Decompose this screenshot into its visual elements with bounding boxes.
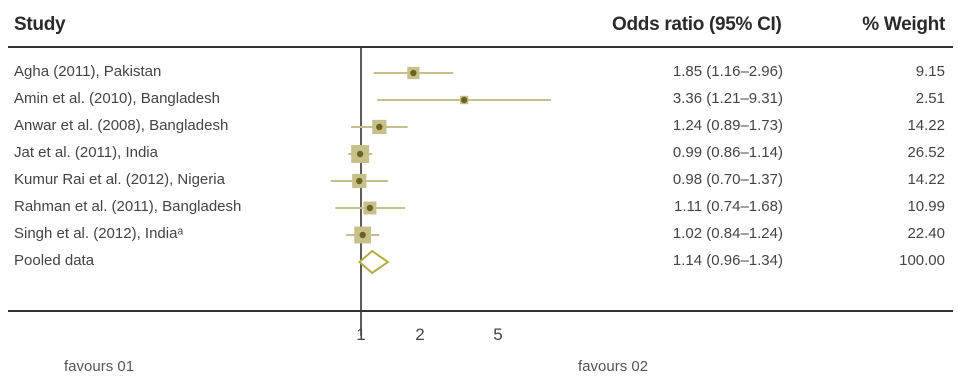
x-tick-label: 1 [356, 325, 366, 344]
weight-column-header: % Weight [862, 14, 945, 35]
study-column-header: Study [14, 14, 66, 35]
point-estimate [460, 96, 468, 104]
weight-text: 26.52 [907, 144, 945, 161]
pooled-diamond [358, 249, 390, 275]
weight-text: 14.22 [907, 117, 945, 134]
study-label: Anwar et al. (2008), Bangladesh [14, 117, 229, 134]
point-estimate [366, 204, 374, 212]
study-label: Agha (2011), Pakistan [14, 63, 162, 80]
odds-ratio-text: 3.36 (1.21–9.31) [672, 90, 783, 107]
point-estimate [410, 69, 417, 77]
pooled-label: Pooled data [14, 252, 95, 269]
odds-ratio-text: 1.24 (0.89–1.73) [672, 117, 783, 134]
header-rule [8, 46, 953, 48]
footer-rule [8, 310, 953, 312]
point-estimate [356, 177, 363, 185]
pooled-odds-ratio-text: 1.14 (0.96–1.34) [672, 252, 783, 269]
point-estimate [359, 231, 366, 239]
weight-text: 14.22 [907, 171, 945, 188]
odds-ratio-column-header: Odds ratio (95% CI) [612, 14, 782, 35]
odds-ratio-text: 1.02 (0.84–1.24) [672, 225, 783, 242]
favours-left-label: favours 01 [64, 358, 135, 375]
weight-text: 9.15 [915, 63, 945, 80]
favours-right-label: favours 02 [578, 358, 649, 375]
x-tick-label: 2 [415, 325, 425, 344]
study-label: Kumur Rai et al. (2012), Nigeria [14, 171, 225, 188]
point-estimate [376, 123, 383, 131]
odds-ratio-text: 0.99 (0.86–1.14) [672, 144, 783, 161]
pooled-weight-text: 100.00 [899, 252, 945, 269]
odds-ratio-text: 0.98 (0.70–1.37) [672, 171, 783, 188]
study-label: Rahman et al. (2011), Bangladesh [14, 198, 242, 215]
weight-text: 22.40 [907, 225, 945, 242]
point-estimate [356, 150, 364, 158]
odds-ratio-text: 1.11 (0.74–1.68) [674, 198, 783, 215]
study-label: Singh et al. (2012), Indiaᵃ [14, 225, 184, 242]
odds-ratio-text: 1.85 (1.16–2.96) [672, 63, 783, 80]
x-tick-label: 5 [493, 325, 503, 344]
study-label: Jat et al. (2011), India [14, 144, 158, 161]
study-label: Amin et al. (2010), Bangladesh [14, 90, 220, 107]
weight-text: 10.99 [907, 198, 945, 215]
weight-text: 2.51 [915, 90, 945, 107]
